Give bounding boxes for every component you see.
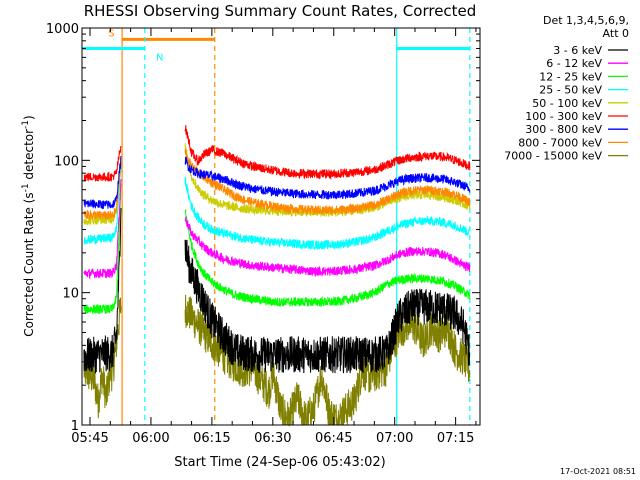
legend-header-line1: Det 1,3,4,5,6,9, [543, 14, 629, 27]
series-line [83, 208, 122, 374]
series-12-25-kev [83, 183, 471, 314]
x-axis-label: Start Time (24-Sep-06 05:43:02) [174, 455, 385, 470]
legend-label: 7000 - 15000 keV [504, 150, 602, 163]
y-axis-label-sup1: -1 [21, 183, 31, 192]
series-line [184, 209, 471, 308]
x-tick-label: 07:15 [437, 431, 474, 446]
x-tick-label: 05:45 [71, 431, 108, 446]
series-line [184, 216, 471, 278]
legend-label: 300 - 800 keV [525, 123, 602, 136]
chart-title: RHESSI Observing Summary Count Rates, Co… [84, 2, 477, 20]
y-tick-label: 100 [54, 154, 79, 169]
legend-label: 12 - 25 keV [539, 70, 602, 83]
y-axis-label: Corrected Count Rate (s-1 detector-1) [21, 115, 36, 336]
x-tick-label: 06:30 [254, 431, 291, 446]
night-marker-label: N [156, 52, 163, 63]
saa-marker-label: S [108, 28, 114, 39]
series-line [184, 148, 471, 216]
legend-header-line2: Att 0 [603, 27, 629, 40]
series-line [184, 124, 471, 180]
x-tick-label: 07:00 [376, 431, 413, 446]
x-tick-label: 06:45 [315, 431, 352, 446]
data-series-group [83, 124, 471, 427]
y-axis-label-mid: detector [22, 129, 36, 184]
footer-date-stamp: 17-Oct-2021 08:51 [560, 467, 636, 476]
plot-area: SN [82, 28, 471, 425]
series-800-7000-kev [83, 148, 471, 220]
legend-label: 3 - 6 keV [553, 44, 602, 57]
series-line [83, 297, 122, 419]
series-line [184, 176, 471, 251]
legend-label: 800 - 7000 keV [518, 136, 602, 149]
plot-frame [81, 27, 481, 426]
y-tick-label: 10 [62, 287, 79, 302]
legend-label: 100 - 300 keV [525, 110, 602, 123]
series-25-50-kev [83, 164, 471, 251]
series-6-12-kev [83, 179, 471, 280]
y-axis-label-main: Corrected Count Rate (s [22, 192, 36, 336]
series-line [83, 164, 122, 245]
y-axis-label-sup2: -1 [21, 120, 31, 129]
series-3-6-kev [83, 208, 470, 374]
series-line [83, 162, 122, 220]
legend-label: 6 - 12 keV [546, 57, 602, 70]
series-line [83, 179, 122, 280]
axis-ticks: 05:45 06:00 06:15 06:30 06:45 07:00 07:15 1 10 10… [46, 22, 480, 446]
series-line [83, 155, 122, 210]
legend-label: 50 - 100 keV [532, 97, 602, 110]
x-tick-label: 06:00 [132, 431, 169, 446]
y-tick-label: 1 [71, 419, 79, 434]
series-100-300-kev [83, 124, 471, 183]
series-line [83, 145, 122, 183]
series-300-800-kev [83, 155, 471, 210]
series-line [83, 183, 122, 314]
y-axis-label-end: ) [22, 115, 36, 120]
x-tick-label: 06:15 [193, 431, 230, 446]
series-line [184, 156, 471, 200]
y-tick-label: 1000 [46, 22, 79, 37]
legend-label: 25 - 50 keV [539, 84, 602, 97]
series-line [184, 239, 470, 374]
